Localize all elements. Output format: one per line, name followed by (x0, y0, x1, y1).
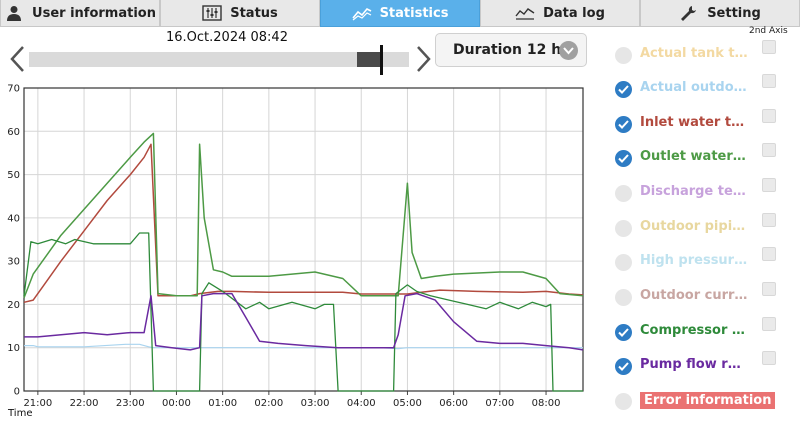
slider-handle[interactable] (380, 45, 383, 75)
checkbox-icon[interactable] (615, 289, 632, 306)
chevron-down-icon (559, 41, 578, 60)
tab-label: Setting (707, 5, 761, 21)
y-tick-label: 50 (7, 170, 20, 181)
second-axis-checkbox[interactable] (762, 74, 776, 88)
wrench-icon (681, 6, 697, 21)
sliders-icon (202, 5, 222, 21)
check-icon[interactable] (615, 324, 632, 341)
x-tick-label: 21:00 (23, 398, 52, 409)
tab-user-information[interactable]: User information (0, 0, 160, 27)
x-tick-label: 08:00 (532, 398, 561, 409)
legend-label: Outlet water … (640, 149, 748, 164)
series-line (23, 232, 583, 392)
x-tick-label: 05:00 (393, 398, 422, 409)
checkbox-icon[interactable] (615, 47, 632, 64)
second-axis-header: 2nd Axis (749, 26, 788, 36)
tab-label: Data log (543, 5, 605, 21)
second-axis-checkbox[interactable] (762, 109, 776, 123)
checkbox-icon[interactable] (615, 220, 632, 237)
second-axis-checkbox[interactable] (762, 143, 776, 157)
statistics-line-chart: 0 10 20 30 40 50 60 70 21:00 22:00 23:00 00:00 01:00… (7, 84, 584, 409)
second-axis-checkbox[interactable] (762, 351, 776, 365)
time-slider[interactable] (29, 45, 409, 75)
y-tick-label: 10 (7, 343, 20, 354)
duration-select[interactable]: Duration 12 h (435, 33, 587, 67)
check-icon[interactable] (615, 358, 632, 375)
legend-label: High pressur… (640, 253, 748, 268)
legend-item-outdoor-piping[interactable]: Outdoor pipi… (608, 213, 798, 247)
plot-border (23, 87, 584, 392)
x-tick-label: 06:00 (439, 398, 468, 409)
series-line (24, 292, 584, 351)
y-tick-label: 30 (7, 257, 20, 268)
legend-label: Error information (640, 392, 776, 409)
y-tick-label: 20 (7, 300, 20, 311)
tab-statistics[interactable]: Statistics (320, 0, 480, 27)
legend-item-pump-flow[interactable]: Pump flow ra… (608, 351, 798, 385)
x-tick-label: 07:00 (485, 398, 514, 409)
legend-item-high-pressure[interactable]: High pressur… (608, 247, 798, 281)
series-line (23, 132, 584, 299)
x-tick-label: 02:00 (254, 398, 283, 409)
check-icon[interactable] (615, 150, 632, 167)
y-tick-label: 0 (14, 387, 20, 398)
tab-data-log[interactable]: Data log (480, 0, 640, 27)
checkbox-icon[interactable] (615, 254, 632, 271)
check-icon[interactable] (615, 116, 632, 133)
plot-area (24, 88, 583, 391)
second-axis-checkbox[interactable] (762, 40, 776, 54)
series-line (24, 343, 583, 350)
second-axis-checkbox[interactable] (762, 178, 776, 192)
legend-label: Outdoor pipi… (640, 219, 746, 234)
data-log-icon (515, 8, 535, 20)
legend-item-outlet-water[interactable]: Outlet water … (608, 143, 798, 177)
tab-label: Status (230, 5, 278, 21)
tab-setting[interactable]: Setting (640, 0, 800, 27)
legend-label: Outdoor curr… (640, 288, 748, 303)
legend-label: Inlet water t… (640, 115, 745, 130)
x-tick-label: 00:00 (162, 398, 191, 409)
x-axis-label: Time (8, 408, 33, 419)
y-tick-label: 40 (7, 213, 20, 224)
legend-item-compressor[interactable]: Compressor f… (608, 317, 798, 351)
x-tick-label: 03:00 (301, 398, 330, 409)
duration-label: Duration 12 h (453, 42, 562, 58)
tab-label: User information (32, 5, 156, 21)
user-icon (7, 6, 22, 21)
x-tick-label: 01:00 (208, 398, 237, 409)
series-line (23, 143, 584, 304)
legend-item-error-information[interactable]: Error information (608, 386, 798, 420)
slider-window (357, 52, 383, 67)
next-arrow-icon[interactable] (413, 44, 433, 74)
current-datetime: 16.Oct.2024 08:42 (166, 30, 288, 45)
tab-bar: User information Status Statistics Data … (0, 0, 800, 27)
x-tick-label: 04:00 (347, 398, 376, 409)
tab-status[interactable]: Status (160, 0, 320, 27)
legend-item-outdoor-current[interactable]: Outdoor curr… (608, 282, 798, 316)
x-tick-label: 22:00 (70, 398, 99, 409)
legend-label: Actual outdo… (640, 80, 747, 95)
check-icon[interactable] (615, 81, 632, 98)
previous-arrow-icon[interactable] (8, 44, 28, 74)
y-tick-label: 60 (7, 127, 20, 138)
checkbox-icon[interactable] (615, 393, 632, 410)
legend-item-inlet-water[interactable]: Inlet water t… (608, 109, 798, 143)
x-tick-label: 23:00 (116, 398, 145, 409)
trend-chart-icon (351, 8, 371, 21)
second-axis-checkbox[interactable] (762, 247, 776, 261)
tab-label: Statistics (379, 5, 449, 21)
legend-label: Compressor f… (640, 323, 748, 338)
legend-label: Actual tank t… (640, 46, 748, 61)
second-axis-checkbox[interactable] (762, 282, 776, 296)
second-axis-checkbox[interactable] (762, 317, 776, 331)
legend-item-actual-tank[interactable]: Actual tank t… (608, 40, 798, 74)
legend-item-actual-outdoor[interactable]: Actual outdo… (608, 74, 798, 108)
checkbox-icon[interactable] (615, 185, 632, 202)
legend-item-discharge[interactable]: Discharge te… (608, 178, 798, 212)
legend-label: Discharge te… (640, 184, 746, 199)
legend-label: Pump flow ra… (640, 357, 748, 372)
second-axis-checkbox[interactable] (762, 213, 776, 227)
y-tick-label: 70 (7, 84, 20, 95)
